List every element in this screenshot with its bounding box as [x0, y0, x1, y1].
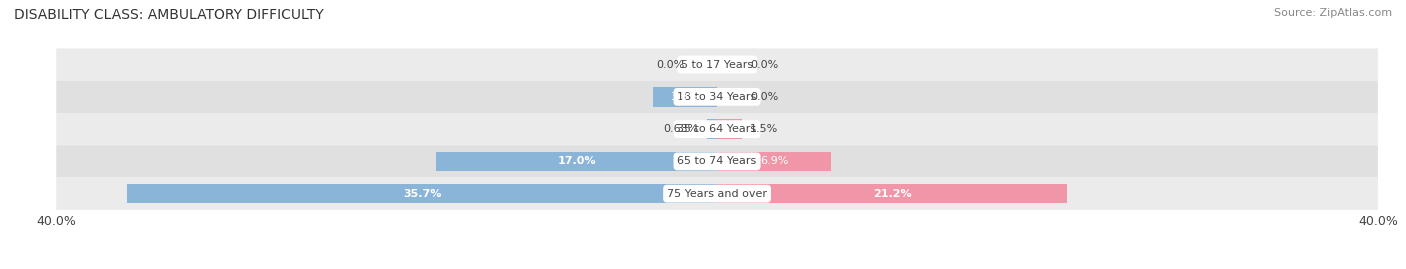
Text: DISABILITY CLASS: AMBULATORY DIFFICULTY: DISABILITY CLASS: AMBULATORY DIFFICULTY [14, 8, 323, 22]
Text: 17.0%: 17.0% [557, 156, 596, 167]
Text: 0.0%: 0.0% [751, 59, 779, 70]
FancyBboxPatch shape [56, 145, 1378, 178]
Text: 0.63%: 0.63% [664, 124, 699, 134]
Text: 6.9%: 6.9% [759, 156, 789, 167]
Text: 5 to 17 Years: 5 to 17 Years [681, 59, 754, 70]
Bar [717, 152, 831, 171]
Text: 65 to 74 Years: 65 to 74 Years [678, 156, 756, 167]
Text: 75 Years and over: 75 Years and over [666, 189, 768, 199]
Text: 35.7%: 35.7% [404, 189, 441, 199]
Text: 0.0%: 0.0% [751, 92, 779, 102]
Bar [717, 119, 742, 139]
Bar [128, 184, 717, 203]
Text: 21.2%: 21.2% [873, 189, 911, 199]
Text: 1.5%: 1.5% [751, 124, 779, 134]
Text: 0.0%: 0.0% [655, 59, 685, 70]
Bar [436, 152, 717, 171]
Text: 18 to 34 Years: 18 to 34 Years [678, 92, 756, 102]
FancyBboxPatch shape [56, 113, 1378, 145]
FancyBboxPatch shape [56, 48, 1378, 81]
Bar [652, 87, 717, 107]
FancyBboxPatch shape [56, 178, 1378, 210]
Bar [707, 119, 717, 139]
Text: 3.9%: 3.9% [671, 92, 699, 102]
Text: Source: ZipAtlas.com: Source: ZipAtlas.com [1274, 8, 1392, 18]
Bar [717, 184, 1067, 203]
FancyBboxPatch shape [56, 81, 1378, 113]
Text: 35 to 64 Years: 35 to 64 Years [678, 124, 756, 134]
